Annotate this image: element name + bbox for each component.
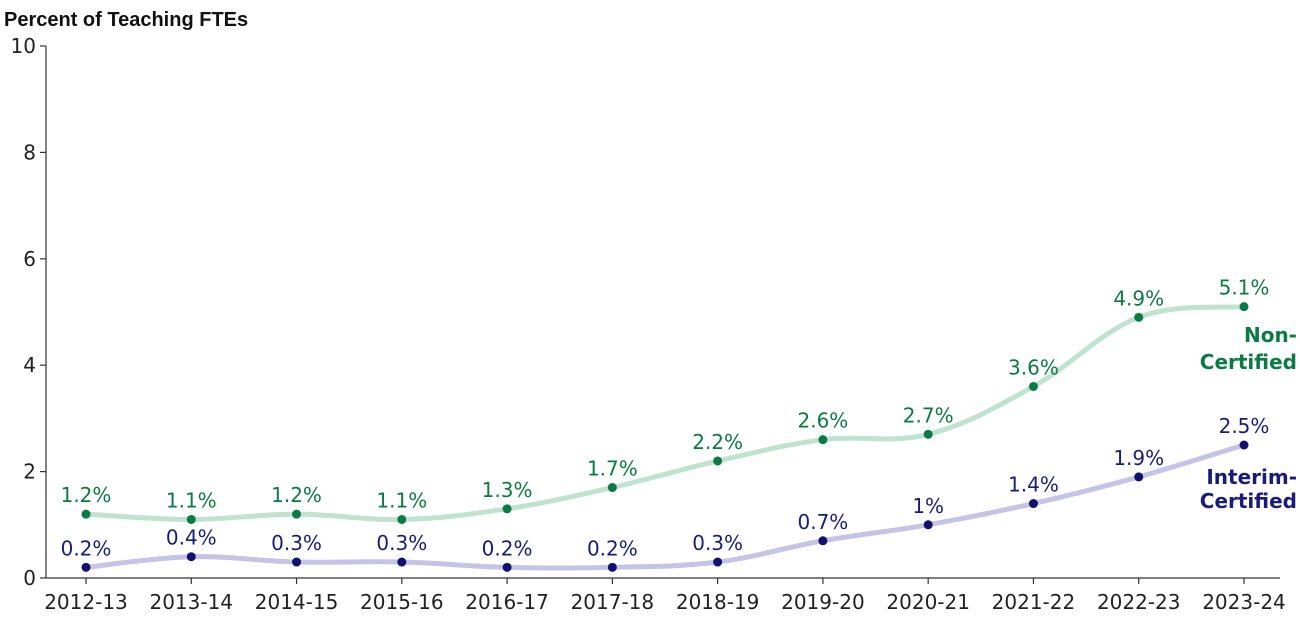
data-label: 1.2% xyxy=(271,483,322,507)
data-point xyxy=(1134,312,1144,322)
data-label: 0.3% xyxy=(271,531,322,555)
series-line-1 xyxy=(83,442,1247,571)
data-label: 0.4% xyxy=(166,526,217,550)
data-label: 1.4% xyxy=(1008,473,1059,497)
series-layer: 1.2% 1.1% 1.2% 1.1% 1.3% 1.7% 2.2% 2.6% 2.7% 3.6%… xyxy=(61,276,1297,572)
data-point xyxy=(292,509,302,519)
x-tick-label: 2017-18 xyxy=(571,590,655,614)
x-tick-label: 2020-21 xyxy=(886,590,970,614)
y-tick-label: 4 xyxy=(23,353,36,377)
x-tick-label: 2018-19 xyxy=(676,590,760,614)
data-label: 0.2% xyxy=(61,536,112,560)
data-label: 1.1% xyxy=(376,488,427,512)
data-label: 1.2% xyxy=(61,483,112,507)
data-point xyxy=(81,509,91,519)
data-label: 2.6% xyxy=(798,409,849,433)
data-label: 2.7% xyxy=(903,403,954,427)
data-point xyxy=(186,552,196,562)
y-tick-label: 10 xyxy=(11,34,36,58)
data-point xyxy=(292,557,302,567)
data-label: 1.7% xyxy=(587,457,638,481)
data-point xyxy=(397,557,407,567)
x-tick-label: 2019-20 xyxy=(781,590,865,614)
data-label: 0.3% xyxy=(692,531,743,555)
data-label: 1.1% xyxy=(166,488,217,512)
series-name-label: Non- xyxy=(1244,323,1297,347)
data-point xyxy=(607,562,617,572)
data-point xyxy=(818,435,828,445)
axes: 0 2 4 6 8 10 2012-13 2013-14 2014-15 2015-16 2016-… xyxy=(11,34,1286,614)
data-label: 3.6% xyxy=(1008,355,1059,379)
data-label: 4.9% xyxy=(1113,286,1164,310)
data-label: 0.7% xyxy=(798,510,849,534)
data-point xyxy=(186,514,196,524)
data-label: 0.2% xyxy=(482,536,533,560)
data-point xyxy=(397,514,407,524)
x-tick-label: 2013-14 xyxy=(149,590,233,614)
y-tick-label: 0 xyxy=(23,566,36,590)
data-point xyxy=(607,483,617,493)
data-point xyxy=(1239,440,1249,450)
data-point xyxy=(713,456,723,466)
x-tick-label: 2016-17 xyxy=(465,590,549,614)
data-point xyxy=(502,504,512,514)
x-tick-label: 2022-23 xyxy=(1097,590,1181,614)
y-tick-label: 2 xyxy=(23,460,36,484)
series-name-label: Certified xyxy=(1200,489,1297,513)
data-point xyxy=(1028,499,1038,509)
data-point xyxy=(818,536,828,546)
data-label: 2.2% xyxy=(692,430,743,454)
data-label: 5.1% xyxy=(1219,276,1270,300)
data-point xyxy=(923,520,933,530)
series-name-label: Interim- xyxy=(1206,465,1297,489)
x-tick-label: 2021-22 xyxy=(992,590,1076,614)
series-line-0 xyxy=(83,304,1247,523)
data-point xyxy=(923,429,933,439)
chart-title: Percent of Teaching FTEs xyxy=(4,9,248,31)
x-tick-label: 2023-24 xyxy=(1202,590,1286,614)
x-tick-label: 2014-15 xyxy=(255,590,339,614)
y-tick-label: 8 xyxy=(23,140,36,164)
data-point xyxy=(81,562,91,572)
data-point xyxy=(502,562,512,572)
data-label: 2.5% xyxy=(1219,414,1270,438)
data-label: 1.3% xyxy=(482,478,533,502)
x-tick-label: 2015-16 xyxy=(360,590,444,614)
data-label: 1% xyxy=(912,494,944,518)
series-name-label: Certified xyxy=(1200,350,1297,374)
data-point xyxy=(713,557,723,567)
data-point xyxy=(1239,302,1249,312)
data-label: 1.9% xyxy=(1113,446,1164,470)
y-tick-label: 6 xyxy=(23,247,36,271)
x-tick-label: 2012-13 xyxy=(44,590,128,614)
data-label: 0.2% xyxy=(587,536,638,560)
data-point xyxy=(1028,381,1038,391)
data-point xyxy=(1134,472,1144,482)
data-label: 0.3% xyxy=(376,531,427,555)
